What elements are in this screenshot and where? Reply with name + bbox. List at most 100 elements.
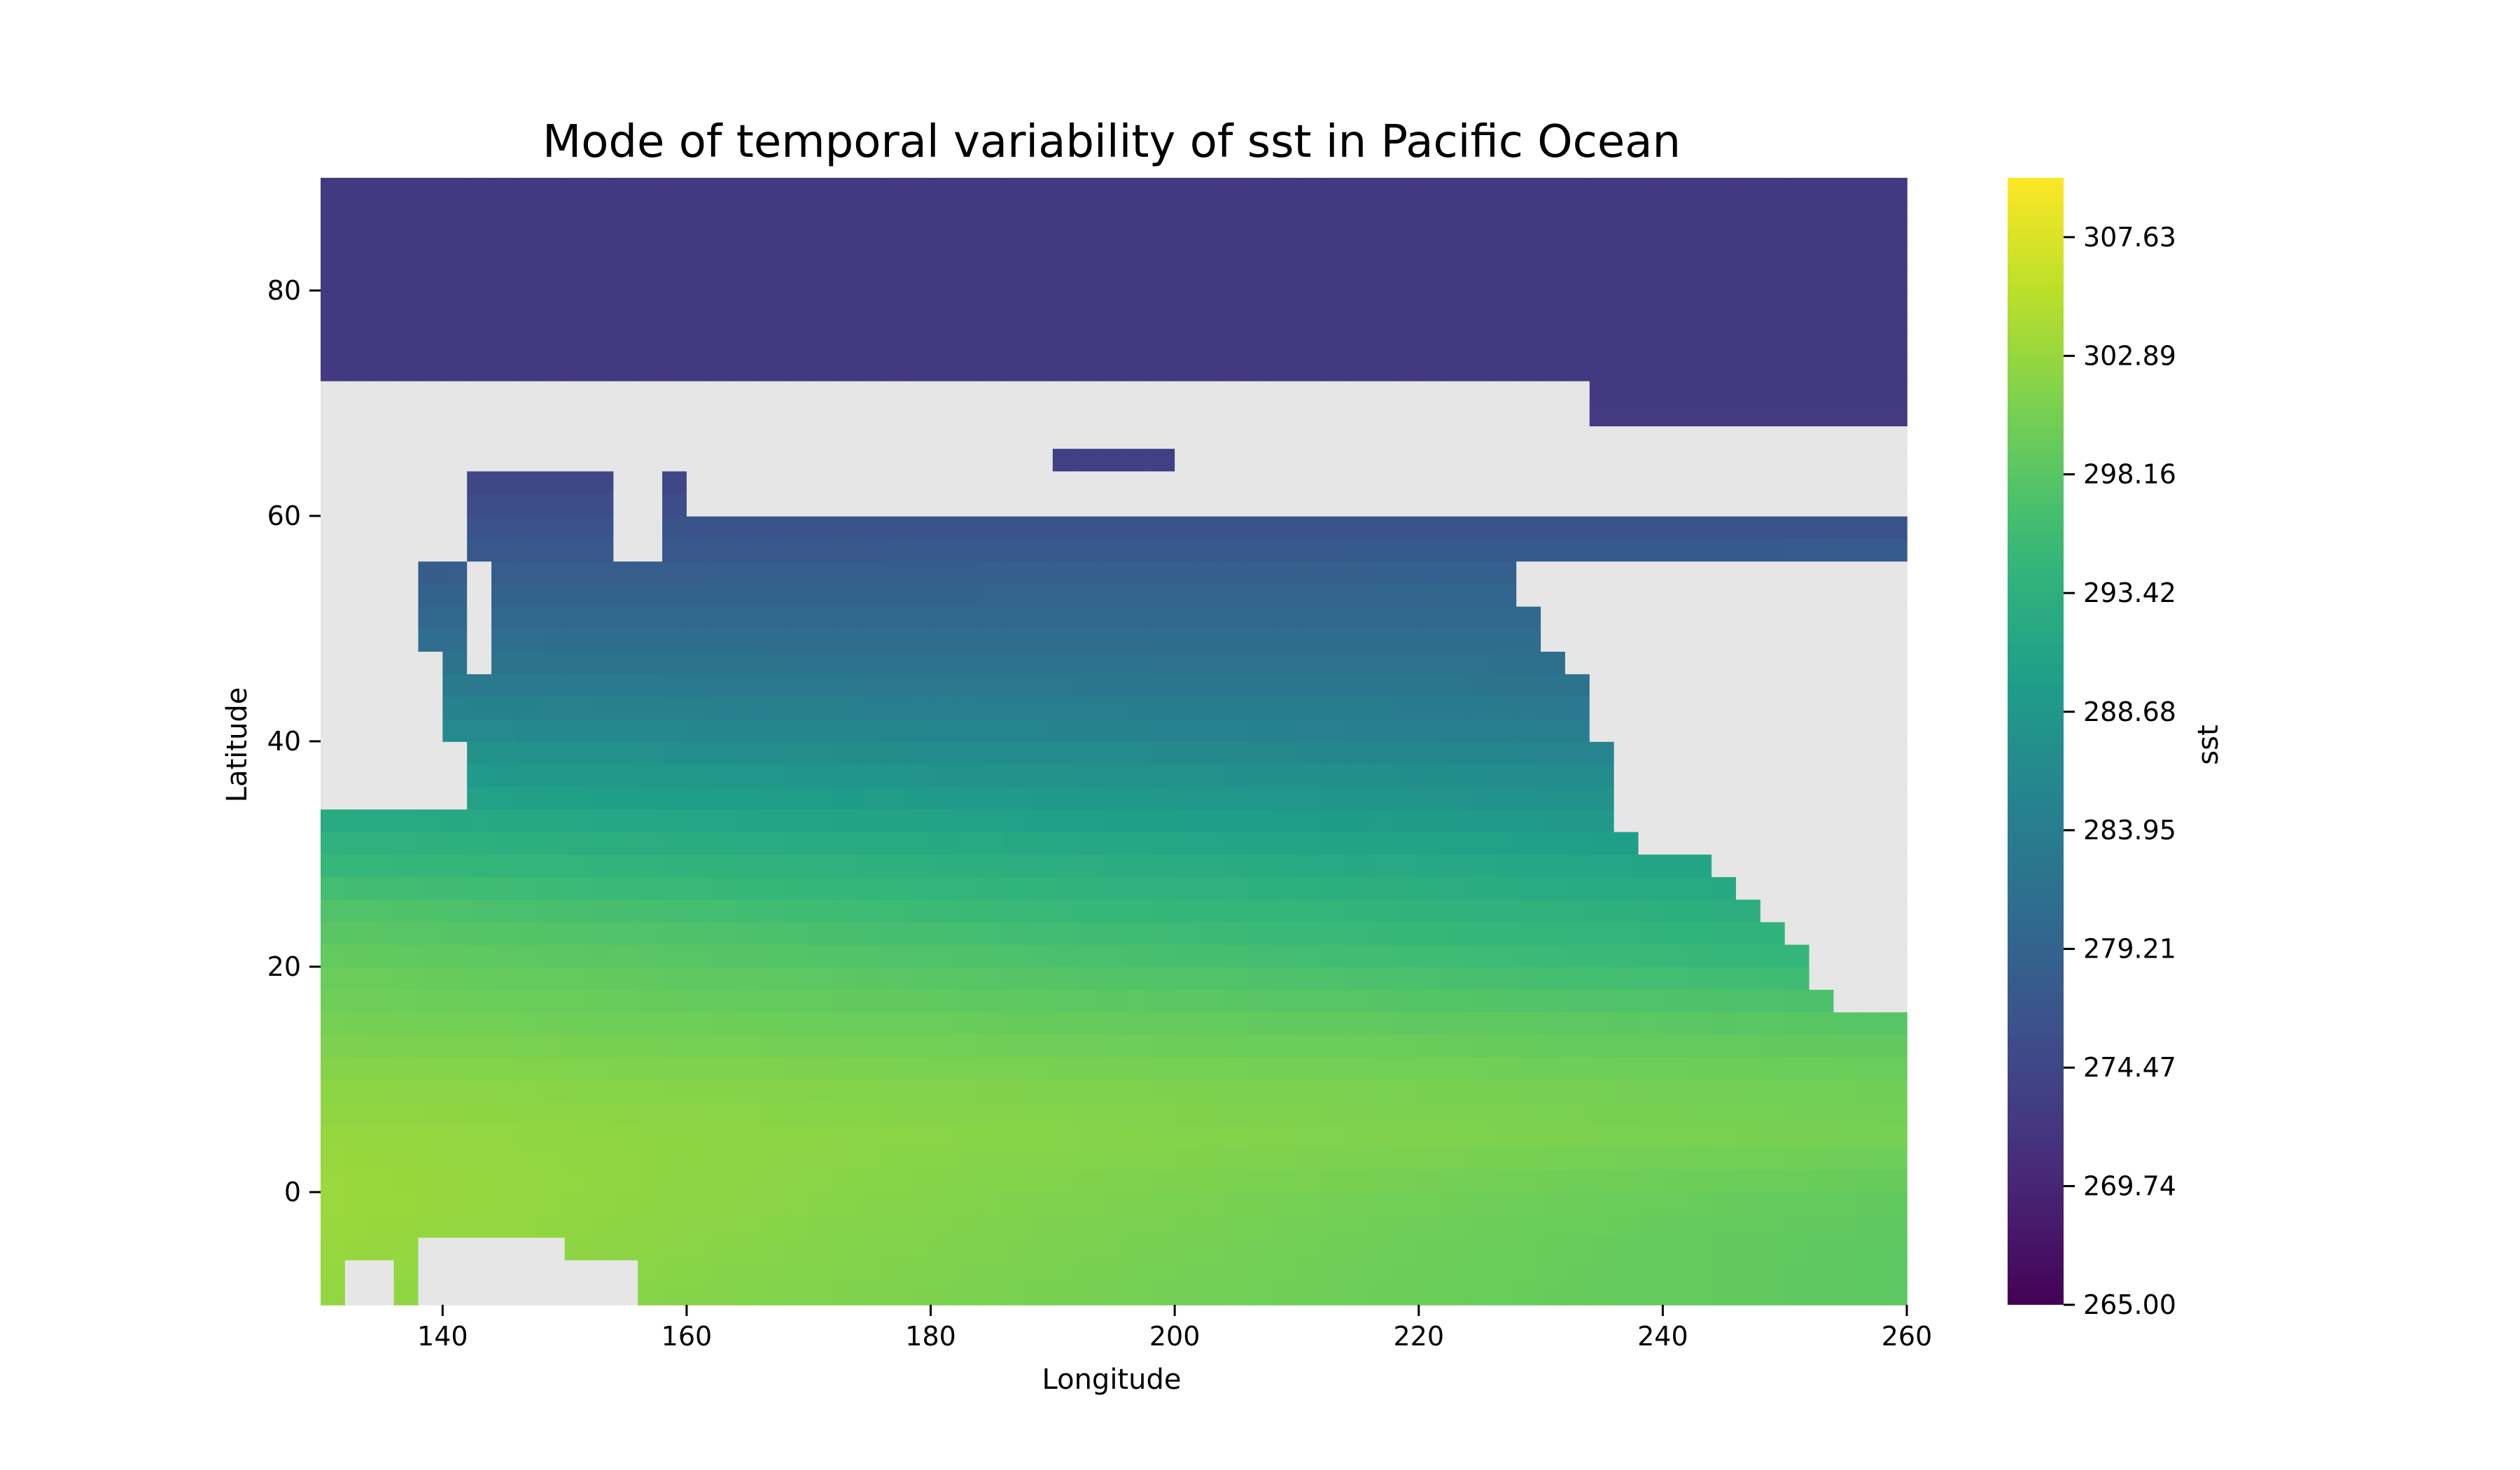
land-cell	[1687, 583, 1712, 607]
heatmap-cell	[979, 1079, 1004, 1102]
heatmap-cell	[1345, 831, 1371, 855]
heatmap-cell	[467, 764, 492, 788]
heatmap-cell	[491, 493, 517, 517]
heatmap-cell	[1760, 380, 1786, 404]
heatmap-cell	[1052, 808, 1078, 832]
heatmap-cell	[1882, 245, 1907, 269]
heatmap-cell	[1638, 1034, 1664, 1058]
land-cell	[1882, 989, 1907, 1013]
heatmap-cell	[930, 1147, 956, 1170]
heatmap-cell	[1516, 899, 1541, 923]
heatmap-cell	[1784, 1214, 1810, 1238]
heatmap-cell	[1614, 516, 1639, 539]
land-cell	[1833, 448, 1859, 472]
land-cell	[1882, 808, 1907, 832]
heatmap-cell	[1077, 538, 1102, 562]
heatmap-cell	[1223, 764, 1249, 788]
heatmap-cell	[589, 1124, 615, 1148]
land-cell	[1443, 426, 1469, 449]
heatmap-cell	[393, 854, 419, 877]
heatmap-cell	[1199, 1102, 1224, 1126]
land-cell	[321, 493, 346, 517]
heatmap-cell	[833, 538, 858, 562]
heatmap-cell	[1809, 1237, 1835, 1261]
heatmap-cell	[979, 358, 1004, 382]
heatmap-cell	[442, 1169, 468, 1193]
land-cell	[589, 1259, 615, 1283]
heatmap-cell	[1272, 876, 1298, 900]
heatmap-cell	[833, 673, 858, 697]
heatmap-cell	[1516, 764, 1541, 788]
heatmap-cell	[784, 651, 810, 675]
land-cell	[369, 673, 395, 697]
heatmap-cell	[1858, 335, 1883, 359]
land-cell	[393, 651, 419, 675]
heatmap-cell	[930, 1056, 956, 1080]
heatmap-cell	[1296, 178, 1322, 201]
heatmap-cell	[1077, 989, 1102, 1013]
heatmap-cell	[1687, 200, 1712, 224]
heatmap-cell	[857, 854, 883, 877]
heatmap-cell	[1052, 741, 1078, 764]
heatmap-cell	[1126, 335, 1152, 359]
y-tick-label: 60	[267, 500, 301, 531]
heatmap-cell	[1150, 1124, 1175, 1148]
land-cell	[1858, 651, 1883, 675]
heatmap-cell	[564, 831, 590, 855]
land-cell	[1809, 493, 1835, 517]
heatmap-cell	[735, 741, 761, 764]
land-cell	[1760, 831, 1786, 855]
heatmap-cell	[784, 178, 810, 201]
heatmap-cell	[906, 335, 932, 359]
heatmap-cell	[1101, 1124, 1127, 1148]
heatmap-cell	[1028, 629, 1054, 652]
heatmap-cell	[1175, 1124, 1200, 1148]
heatmap-cell	[515, 335, 541, 359]
heatmap-cell	[1345, 764, 1371, 788]
heatmap-cell	[1296, 629, 1322, 652]
heatmap-cell	[1687, 989, 1712, 1013]
heatmap-cell	[1247, 1214, 1273, 1238]
heatmap-cell	[1589, 899, 1615, 923]
land-cell	[515, 1282, 541, 1306]
heatmap-cell	[906, 741, 932, 764]
heatmap-cell	[1467, 1079, 1493, 1102]
heatmap-cell	[1687, 1147, 1712, 1170]
land-cell	[442, 448, 468, 472]
heatmap-cell	[1345, 1237, 1371, 1261]
heatmap-cell	[710, 1282, 736, 1306]
land-cell	[1760, 718, 1786, 742]
heatmap-cell	[686, 178, 712, 201]
heatmap-cell	[686, 606, 712, 629]
land-cell	[1028, 403, 1054, 426]
heatmap-cell	[1467, 1192, 1493, 1215]
land-cell	[1809, 854, 1835, 877]
land-cell	[1004, 380, 1029, 404]
land-cell	[1516, 470, 1541, 494]
heatmap-cell	[638, 1034, 663, 1058]
heatmap-cell	[1150, 1214, 1175, 1238]
heatmap-cell	[1809, 1011, 1835, 1035]
heatmap-cell	[344, 1214, 370, 1238]
heatmap-cell	[1833, 290, 1859, 314]
heatmap-cell	[1467, 1147, 1493, 1170]
heatmap-cell	[1175, 313, 1200, 337]
heatmap-cell	[1296, 606, 1322, 629]
heatmap-cell	[1296, 876, 1322, 900]
land-cell	[1735, 854, 1761, 877]
heatmap-cell	[1516, 673, 1541, 697]
heatmap-cell	[589, 718, 615, 742]
heatmap-cell	[467, 944, 492, 967]
heatmap-cell	[1223, 178, 1249, 201]
heatmap-cell	[1223, 854, 1249, 877]
land-cell	[491, 426, 517, 449]
heatmap-cell	[955, 651, 981, 675]
heatmap-cell	[467, 516, 492, 539]
heatmap-cell	[1492, 200, 1518, 224]
heatmap-cell	[1467, 1214, 1493, 1238]
land-cell	[1150, 403, 1175, 426]
land-cell	[418, 538, 444, 562]
heatmap-cell	[930, 899, 956, 923]
land-cell	[1833, 808, 1859, 832]
heatmap-cell	[1247, 1192, 1273, 1215]
